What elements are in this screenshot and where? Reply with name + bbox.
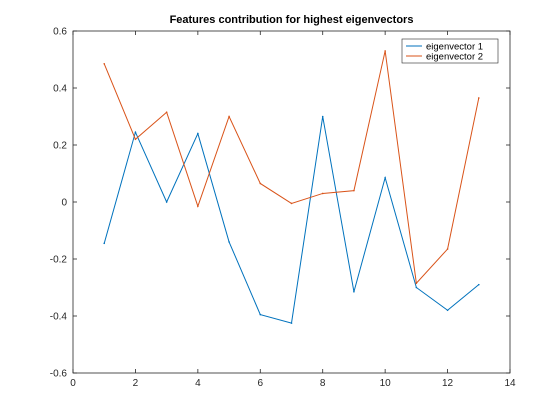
data-point: [134, 138, 137, 141]
data-point: [321, 115, 324, 118]
data-point: [353, 290, 355, 293]
data-point: [103, 62, 106, 65]
x-tick-label: 10: [380, 378, 392, 389]
data-point: [197, 132, 199, 135]
data-point: [477, 283, 480, 286]
x-tick-label: 4: [195, 378, 201, 389]
data-point: [415, 286, 418, 289]
x-tick-label: 8: [320, 378, 326, 389]
data-point: [197, 205, 199, 208]
x-tick-label: 12: [442, 378, 454, 389]
axes-box: [72, 30, 511, 374]
y-tick-label: 0: [61, 198, 67, 209]
y-tick-label: 0.6: [53, 27, 67, 38]
x-tick-label: 6: [258, 378, 264, 389]
y-tick-label: 0.4: [53, 84, 67, 95]
data-point: [259, 313, 262, 316]
data-point: [165, 201, 168, 203]
plot-area: 0 2 4 6 8 10 12 14 -0.6 -0.4 -0.2 0 0.2 0.4 0.6 eigenve…: [50, 27, 516, 390]
data-point: [134, 131, 137, 133]
data-point: [321, 192, 324, 195]
data-point: [384, 50, 386, 52]
y-tick-label: -0.6: [50, 369, 68, 380]
data-point: [353, 189, 355, 192]
data-point: [384, 176, 386, 179]
data-point: [259, 182, 262, 185]
y-tick-label: 0.2: [53, 141, 67, 152]
data-point: [103, 242, 106, 245]
chart-title: Features contribution for highest eigenv…: [170, 14, 414, 26]
data-point: [290, 202, 293, 205]
data-point: [415, 282, 418, 285]
x-tick-label: 0: [70, 378, 76, 389]
data-point: [165, 111, 168, 114]
y-tick-label: -0.4: [50, 312, 68, 323]
legend-label: eigenvector 2: [426, 51, 483, 62]
data-point: [446, 248, 449, 250]
data-point: [477, 97, 480, 99]
x-tick-label: 2: [133, 378, 139, 389]
y-tick-label: -0.2: [50, 255, 68, 266]
x-tick-label: 14: [504, 378, 516, 389]
data-point: [446, 309, 449, 312]
data-point: [290, 322, 293, 324]
legend-label: eigenvector 1: [426, 41, 483, 52]
legend-box: [401, 38, 499, 64]
data-point: [228, 241, 230, 243]
data-point: [228, 115, 230, 118]
